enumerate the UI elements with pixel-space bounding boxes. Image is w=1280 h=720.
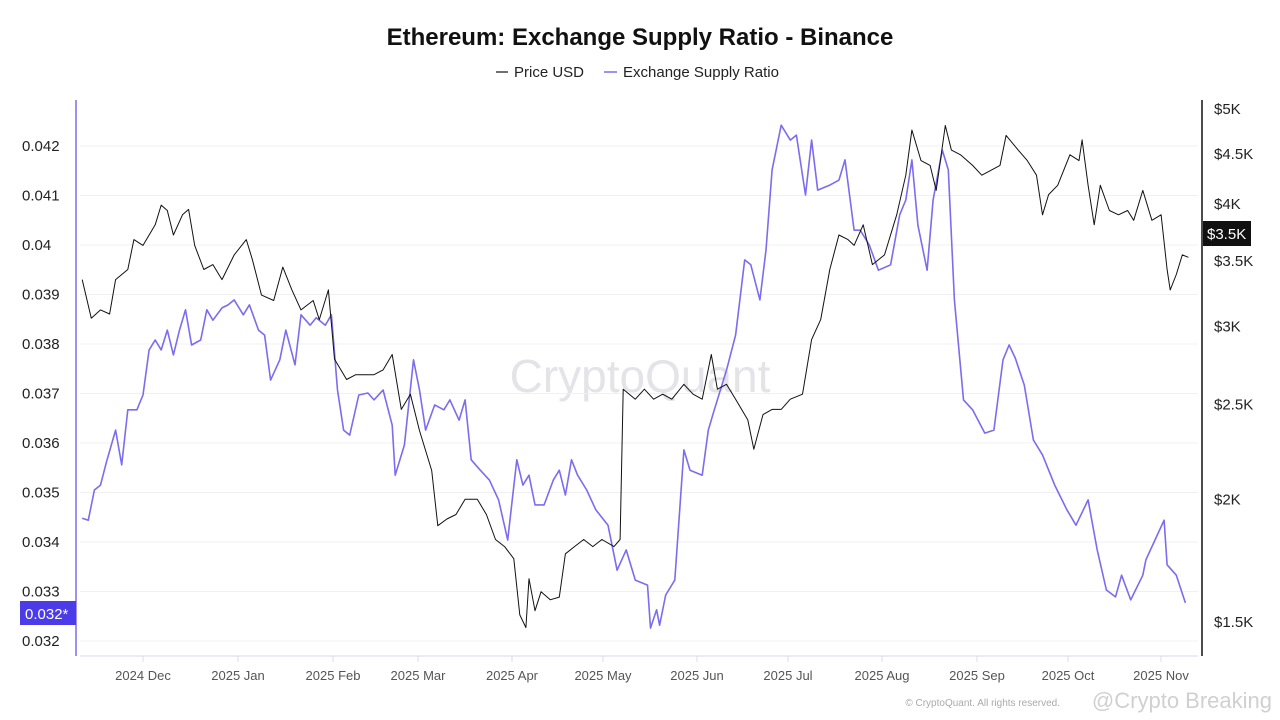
chart-title: Ethereum: Exchange Supply Ratio - Binanc… [387, 24, 894, 51]
x-tick-label: 2025 Jul [763, 668, 812, 683]
x-tick-label: 2025 Oct [1042, 668, 1095, 683]
left-tick-label: 0.038 [22, 336, 60, 353]
right-tick-label: $2K [1214, 491, 1241, 508]
price-badge-bg [1203, 221, 1251, 246]
left-tick-label: 0.039 [22, 287, 60, 304]
gridlines [80, 145, 1198, 642]
right-axis-ticks: $5K $4.5K $4K $3.5K $3K $2.5K $2K $1.5K [1214, 101, 1253, 631]
left-tick-label: 0.041 [22, 188, 60, 205]
left-tick-label: 0.037 [22, 386, 60, 403]
x-tick-label: 2025 Feb [306, 668, 361, 683]
right-tick-label: $3K [1214, 319, 1241, 336]
left-tick-label: 0.034 [22, 534, 60, 551]
x-axis-ticks: 2024 Dec 2025 Jan 2025 Feb 2025 Mar 2025 Apr… [115, 656, 1189, 683]
x-tick-label: 2025 Mar [391, 668, 447, 683]
left-tick-label: 0.035 [22, 485, 60, 502]
right-tick-label: $3.5K [1214, 253, 1253, 270]
left-tick-label: 0.036 [22, 435, 60, 452]
left-axis-ticks: 0.042 0.041 0.04 0.039 0.038 0.037 0.036 0.035 0… [22, 138, 60, 650]
current-price-badge: $3.5K [1203, 221, 1251, 246]
x-tick-label: 2025 May [574, 668, 632, 683]
x-tick-label: 2025 Jun [670, 668, 724, 683]
right-tick-label: $5K [1214, 101, 1241, 118]
series-line-price-usd [81, 125, 1189, 629]
x-tick-label: 2025 Nov [1133, 668, 1189, 683]
right-tick-label: $1.5K [1214, 614, 1253, 631]
price-badge-label: $3.5K [1207, 226, 1246, 243]
left-tick-label: 0.032 [22, 633, 60, 650]
x-tick-label: 2025 Aug [855, 668, 910, 683]
right-tick-label: $2.5K [1214, 396, 1253, 413]
left-tick-label: 0.033 [22, 584, 60, 601]
x-tick-label: 2025 Apr [486, 668, 539, 683]
legend-label-price[interactable]: Price USD [514, 64, 584, 81]
right-tick-label: $4K [1214, 196, 1241, 213]
right-tick-label: $4.5K [1214, 146, 1253, 163]
left-tick-label: 0.042 [22, 138, 60, 155]
x-tick-label: 2024 Dec [115, 668, 171, 683]
ratio-badge-bg [20, 601, 76, 625]
current-ratio-badge: 0.032* [20, 601, 76, 625]
x-tick-label: 2025 Jan [211, 668, 265, 683]
series-line-exchange-supply-ratio [81, 124, 1187, 629]
left-tick-label: 0.04 [22, 237, 51, 254]
watermark-crypto-breaking: @Crypto Breaking [1092, 688, 1272, 713]
legend-label-ratio[interactable]: Exchange Supply Ratio [623, 64, 779, 81]
x-tick-label: 2025 Sep [949, 668, 1005, 683]
ratio-badge-label: 0.032* [25, 606, 69, 623]
legend: Price USD Exchange Supply Ratio [496, 64, 779, 81]
watermark-copyright: © CryptoQuant. All rights reserved. [905, 698, 1060, 709]
